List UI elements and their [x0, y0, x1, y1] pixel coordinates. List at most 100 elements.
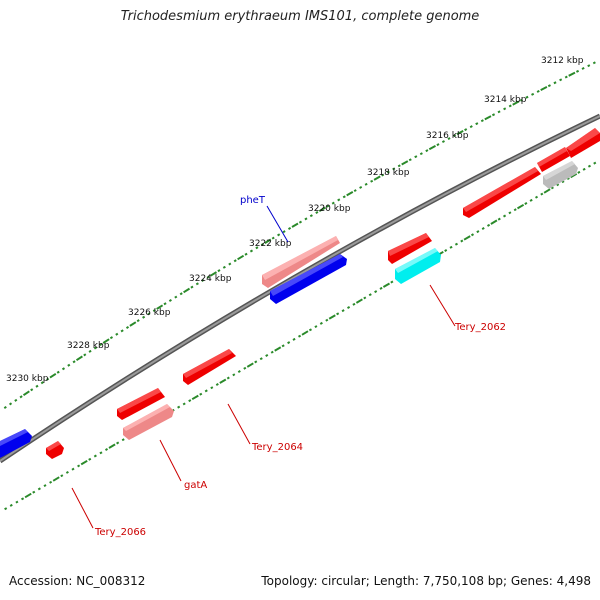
minor-tick [524, 202, 528, 205]
minor-tick [281, 344, 285, 348]
minor-tick [581, 67, 585, 70]
major-tick [328, 314, 336, 320]
minor-tick [215, 382, 219, 386]
minor-tick [497, 217, 501, 221]
gene-grey-right[interactable] [543, 161, 578, 189]
scale-label-3212: 3212 kbp [541, 56, 584, 66]
gene-red-large[interactable] [463, 167, 541, 218]
gene-label-phet[interactable]: pheT [240, 195, 266, 206]
gene-pink-phet[interactable] [262, 236, 340, 288]
minor-tick [40, 381, 44, 385]
gene-pink-gata[interactable] [123, 404, 174, 440]
major-tick [129, 321, 137, 327]
minor-tick [104, 448, 109, 451]
minor-tick [453, 134, 457, 137]
minor-tick [449, 245, 453, 249]
minor-tick [109, 336, 114, 340]
minor-tick [486, 223, 491, 227]
minor-tick [341, 309, 345, 313]
minor-tick [561, 180, 565, 184]
gene-cyan-tery2062[interactable] [395, 248, 441, 284]
major-tick [22, 390, 30, 397]
major-tick [183, 287, 191, 294]
minor-tick [115, 332, 119, 336]
minor-tick [142, 315, 146, 319]
major-tick [346, 191, 354, 197]
gene-red-tery2062-upper[interactable] [388, 233, 432, 264]
gene-red-tery2064[interactable] [183, 349, 236, 385]
minor-tick [35, 384, 39, 388]
minor-tick [359, 186, 363, 189]
major-tick [543, 188, 551, 194]
gene-blue-phet[interactable] [270, 254, 347, 304]
minor-tick [441, 140, 445, 143]
minor-tick [298, 220, 302, 224]
leader-phet [266, 205, 289, 243]
gene-label-tery2064[interactable]: Tery_2064 [251, 442, 303, 453]
minor-tick [37, 487, 41, 491]
minor-tick [222, 265, 226, 269]
minor-tick [210, 386, 214, 390]
scale-label-3220: 3220 kbp [308, 204, 351, 214]
minor-tick [476, 230, 480, 234]
minor-tick [582, 167, 586, 171]
gene-red-left[interactable] [117, 388, 165, 420]
gene-label-gata[interactable]: gatA [184, 480, 207, 491]
minor-tick [125, 325, 130, 329]
minor-tick [177, 405, 181, 409]
minor-tick [259, 357, 263, 361]
minor-tick [336, 312, 340, 316]
scale-label-3222: 3222 kbp [249, 239, 292, 249]
minor-tick [46, 377, 50, 381]
minor-tick [469, 125, 473, 129]
minor-tick [99, 451, 103, 455]
minor-tick [309, 214, 313, 218]
scale-label-3216: 3216 kbp [426, 131, 469, 141]
gene-red-right[interactable] [537, 147, 570, 172]
minor-tick [56, 370, 60, 374]
major-tick [456, 130, 464, 136]
minor-tick [217, 269, 221, 273]
minor-tick [260, 243, 264, 246]
minor-tick [199, 392, 203, 396]
gene-label-tery2066[interactable]: Tery_2066 [94, 527, 146, 538]
minor-tick [379, 286, 383, 290]
minor-tick [364, 182, 368, 186]
minor-tick [540, 192, 544, 196]
gene-blue-far-left[interactable] [0, 429, 32, 458]
minor-tick [195, 282, 199, 286]
minor-tick [147, 312, 151, 316]
minor-tick [9, 402, 13, 406]
minor-tick [298, 334, 302, 338]
minor-tick [9, 503, 13, 507]
minor-tick [480, 119, 484, 123]
minor-tick [536, 90, 540, 93]
minor-tick [408, 158, 412, 162]
minor-tick [386, 170, 390, 174]
minor-tick [342, 195, 346, 199]
minor-tick [531, 92, 535, 96]
minor-tick [319, 321, 323, 325]
minor-tick [559, 78, 563, 82]
minor-tick [201, 278, 205, 282]
minor-tick [326, 204, 330, 208]
minor-tick [65, 470, 69, 474]
minor-tick [314, 325, 318, 329]
major-tick [516, 203, 525, 210]
minor-tick [168, 298, 172, 302]
major-tick [108, 443, 116, 449]
minor-tick [88, 349, 92, 353]
gene-red-tery2066[interactable] [46, 441, 64, 459]
major-tick [274, 346, 282, 352]
minor-tick [381, 173, 385, 177]
minor-tick [204, 389, 208, 393]
minor-tick [228, 262, 232, 266]
leader-tery2064 [227, 403, 251, 445]
minor-tick [226, 376, 230, 380]
gene-red-far-right[interactable] [566, 128, 600, 158]
minor-tick [425, 149, 429, 153]
minor-tick [61, 367, 66, 371]
minor-tick [287, 226, 292, 230]
minor-tick [179, 292, 183, 296]
gene-label-tery2062[interactable]: Tery_2062 [454, 322, 506, 333]
